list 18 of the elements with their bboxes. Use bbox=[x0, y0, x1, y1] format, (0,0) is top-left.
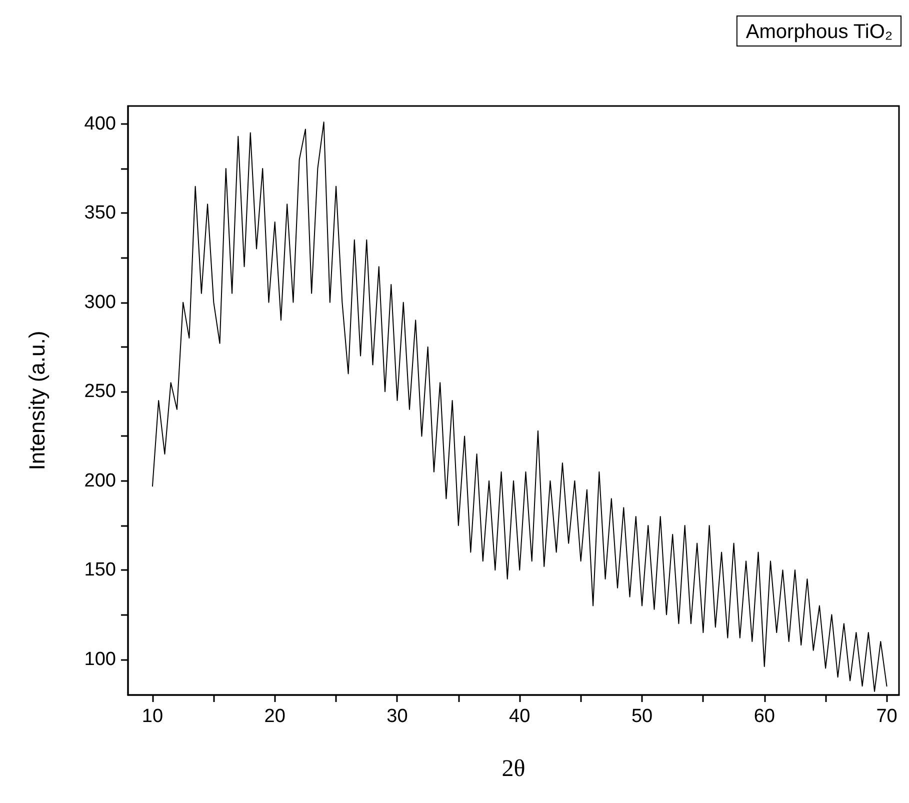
x-tick-label: 60 bbox=[754, 706, 775, 727]
x-tick-label: 20 bbox=[264, 706, 286, 727]
y-axis-title: Intensity (a.u.) bbox=[24, 330, 50, 470]
line-series bbox=[152, 122, 888, 692]
y-tick-label: 200 bbox=[84, 470, 116, 492]
x-tick-label: 50 bbox=[631, 706, 653, 727]
y-tick-label: 350 bbox=[84, 202, 116, 224]
x-axis-title: 2θ bbox=[502, 756, 526, 782]
text: Amorphous TiO₂ bbox=[746, 21, 893, 43]
y-tick-label: 400 bbox=[84, 113, 116, 134]
y-tick-label: 100 bbox=[84, 648, 116, 670]
y-tick-label: 150 bbox=[84, 560, 116, 581]
x-tick-label: 10 bbox=[142, 706, 164, 727]
y-tick-label: 250 bbox=[84, 381, 116, 402]
x-tick-label: 70 bbox=[876, 706, 898, 727]
y-tick-label: 300 bbox=[84, 292, 116, 313]
x-tick-label: 40 bbox=[509, 706, 530, 727]
x-tick-label: 30 bbox=[386, 706, 408, 727]
